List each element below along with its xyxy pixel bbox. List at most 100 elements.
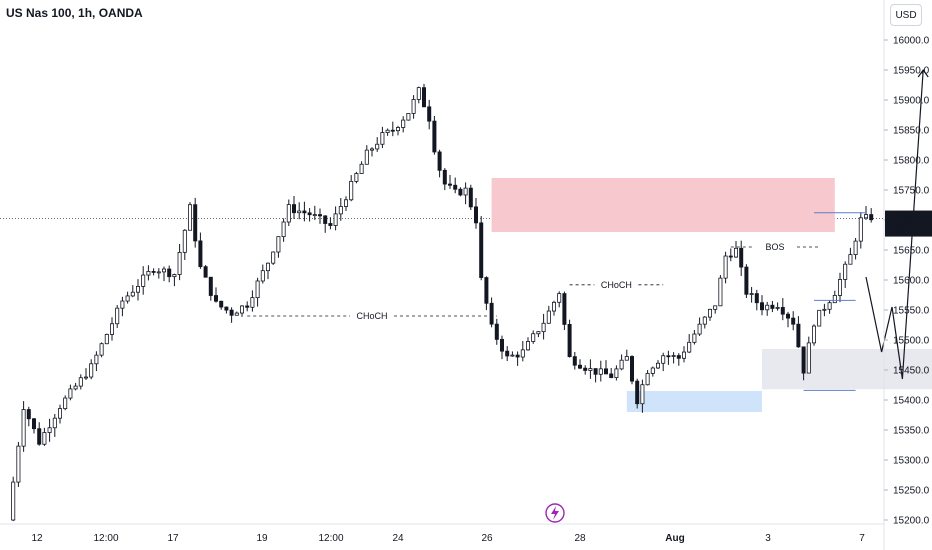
candle-up xyxy=(619,359,624,370)
candle-up xyxy=(775,307,780,309)
candle-up xyxy=(713,305,718,310)
candle-up xyxy=(806,342,811,374)
candle-down xyxy=(630,356,635,382)
structure-label: BOS xyxy=(765,242,784,252)
candle-up xyxy=(395,127,400,132)
candle-up xyxy=(401,119,406,128)
candle-up xyxy=(552,301,557,312)
candle-down xyxy=(432,120,437,153)
candle-up xyxy=(271,251,276,264)
chart-annotations: CHoCH CHoCH BOS xyxy=(247,212,866,391)
current-price-box xyxy=(885,210,932,237)
candle-up xyxy=(812,325,817,344)
structure-label: CHoCH xyxy=(356,311,387,321)
candle-down xyxy=(167,268,172,278)
candle-down xyxy=(754,293,759,304)
candle-up xyxy=(234,312,239,316)
candle-up xyxy=(858,217,863,242)
candle-up xyxy=(182,229,187,253)
candle-up xyxy=(687,341,692,353)
candle-down xyxy=(515,354,520,358)
x-tick-label: Aug xyxy=(665,533,684,544)
candle-up xyxy=(99,343,104,356)
candle-up xyxy=(510,354,515,357)
candle-up xyxy=(702,316,707,325)
candle-down xyxy=(728,255,733,258)
candle-down xyxy=(801,346,806,374)
candle-down xyxy=(208,276,213,296)
candle-up xyxy=(843,263,848,280)
candle-down xyxy=(760,302,765,311)
candle-up xyxy=(463,187,468,196)
alert-lightning-icon[interactable] xyxy=(545,503,565,523)
candle-down xyxy=(317,214,322,217)
candle-up xyxy=(723,255,728,279)
projection-line xyxy=(865,69,924,380)
candle-up xyxy=(110,323,115,335)
candle-up xyxy=(125,295,130,302)
candle-up xyxy=(765,304,770,311)
candle-up xyxy=(848,254,853,265)
x-tick-label: 12:00 xyxy=(93,533,118,544)
candle-down xyxy=(479,222,484,278)
candle-up xyxy=(156,271,161,274)
candle-up xyxy=(177,251,182,275)
candle-up xyxy=(697,323,702,335)
x-tick-label: 24 xyxy=(392,533,404,544)
candle-up xyxy=(375,143,380,150)
candle-up xyxy=(650,367,655,374)
candle-up xyxy=(531,333,536,342)
candle-down xyxy=(562,293,567,325)
candle-down xyxy=(302,210,307,214)
candle-up xyxy=(187,204,192,231)
candle-down xyxy=(468,187,473,208)
x-tick-label: 7 xyxy=(859,533,865,544)
candle-down xyxy=(593,368,598,375)
candle-down xyxy=(744,266,749,295)
candle-down xyxy=(567,324,572,358)
candle-up xyxy=(141,274,146,287)
candle-up xyxy=(63,397,68,410)
candle-down xyxy=(676,355,681,359)
current-price-label: 15702.4 28:34 xyxy=(885,210,932,237)
candle-up xyxy=(624,356,629,361)
chart-zones xyxy=(491,178,932,412)
y-tick-label: 15350.0 xyxy=(893,426,930,437)
y-tick-label: 15200.0 xyxy=(893,516,930,527)
candle-down xyxy=(291,204,296,214)
supply-zone xyxy=(491,178,835,232)
candle-up xyxy=(708,308,713,318)
candle-up xyxy=(656,362,661,369)
candle-up xyxy=(838,279,843,296)
candle-down xyxy=(213,295,218,302)
candle-up xyxy=(52,417,57,429)
candle-up xyxy=(416,87,421,100)
candle-down xyxy=(307,212,312,216)
demand-zone xyxy=(626,391,762,412)
candle-up xyxy=(557,293,562,303)
candle-down xyxy=(203,266,208,278)
currency-selector[interactable]: USD xyxy=(890,4,922,26)
candle-down xyxy=(869,214,874,221)
candle-up xyxy=(598,368,603,375)
y-tick-label: 15400.0 xyxy=(893,396,930,407)
y-tick-label: 15550.0 xyxy=(893,306,930,317)
candle-down xyxy=(229,309,234,316)
candle-up xyxy=(333,213,338,226)
y-tick-label: 15900.0 xyxy=(893,96,930,107)
current-price-value: 15702.4 xyxy=(891,214,928,225)
candle-down xyxy=(489,302,494,325)
candle-up xyxy=(281,221,286,238)
candle-down xyxy=(458,188,463,196)
candle-up xyxy=(682,351,687,359)
candle-up xyxy=(349,180,354,201)
candle-up xyxy=(338,206,343,215)
candle-up xyxy=(526,341,531,351)
candle-up xyxy=(588,368,593,371)
candle-down xyxy=(26,409,31,420)
y-tick-label: 16000.0 xyxy=(893,36,930,47)
candle-up xyxy=(536,331,541,335)
candle-up xyxy=(68,388,73,399)
projection-arrowhead xyxy=(917,68,929,78)
